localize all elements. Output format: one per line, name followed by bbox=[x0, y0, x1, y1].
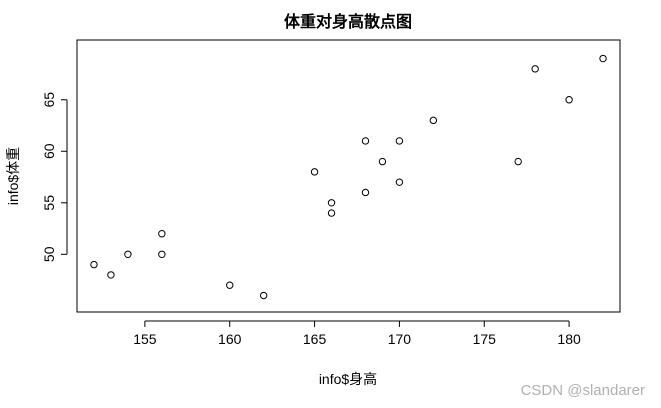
data-point bbox=[158, 250, 166, 259]
y-axis-label: info$体重 bbox=[5, 147, 21, 205]
chart-title: 体重对身高散点图 bbox=[284, 12, 412, 31]
data-point bbox=[395, 178, 404, 186]
data-point bbox=[327, 199, 336, 207]
data-point bbox=[259, 291, 268, 300]
y-tick-label: 50 bbox=[41, 246, 57, 262]
data-point bbox=[107, 271, 115, 279]
data-point bbox=[124, 250, 132, 259]
data-point bbox=[90, 260, 98, 269]
x-tick-label: 180 bbox=[557, 331, 581, 347]
x-axis-label: info$身高 bbox=[319, 371, 377, 387]
y-tick-label: 55 bbox=[41, 195, 57, 211]
data-point bbox=[361, 188, 370, 197]
x-tick-label: 170 bbox=[388, 331, 412, 347]
y-tick-label: 65 bbox=[41, 92, 57, 108]
data-point bbox=[531, 65, 539, 73]
data-point bbox=[378, 157, 387, 166]
data-point bbox=[226, 281, 234, 289]
x-tick-label: 160 bbox=[218, 331, 242, 347]
data-point bbox=[158, 229, 166, 238]
watermark: CSDN @slandarer bbox=[521, 382, 645, 399]
y-axis: 50 55 60 65 bbox=[41, 92, 68, 262]
x-tick-label: 155 bbox=[133, 331, 157, 347]
data-point bbox=[395, 137, 404, 145]
data-points bbox=[90, 54, 607, 300]
data-point bbox=[599, 54, 607, 63]
data-point bbox=[361, 137, 370, 145]
data-point bbox=[429, 116, 438, 125]
plot-frame bbox=[76, 39, 621, 313]
data-point bbox=[310, 168, 319, 176]
x-tick-label: 165 bbox=[303, 331, 327, 347]
y-tick-label: 60 bbox=[41, 143, 57, 159]
data-point bbox=[327, 209, 336, 217]
x-axis: 155 160 165 170 175 180 bbox=[133, 320, 581, 347]
data-point bbox=[514, 157, 522, 166]
x-tick-label: 175 bbox=[473, 331, 497, 347]
data-point bbox=[565, 96, 573, 104]
